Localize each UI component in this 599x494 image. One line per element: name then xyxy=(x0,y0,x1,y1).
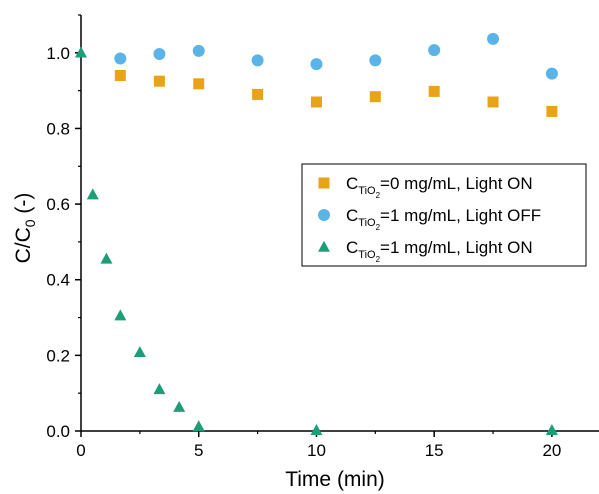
plot-area: 0 5 10 15 20 0.0 0.2 0.4 0.6 0.8 1.0 CTiO2=0 mg/mL,… xyxy=(46,14,599,460)
data-point-triangle xyxy=(133,346,146,358)
data-point-circle xyxy=(192,44,205,57)
data-point-square xyxy=(193,78,205,90)
data-point-circle xyxy=(428,44,441,57)
data-point-triangle xyxy=(114,309,127,321)
data-point-square xyxy=(369,91,381,103)
data-point-triangle xyxy=(310,423,323,435)
y-tick-label: 0.6 xyxy=(46,195,70,214)
legend-label: CTiO2=1 mg/mL, Light OFF xyxy=(346,206,541,232)
data-point-triangle xyxy=(192,420,205,432)
data-point-square xyxy=(546,105,558,117)
data-point-circle xyxy=(114,52,127,65)
data-point-circle xyxy=(487,32,500,45)
data-point-square xyxy=(153,75,165,87)
data-point-triangle xyxy=(173,400,186,412)
x-tick-label: 5 xyxy=(194,441,203,460)
legend-marker-square xyxy=(318,177,330,189)
y-axis-title-suffix: (-) xyxy=(12,193,35,220)
x-tick-label: 15 xyxy=(425,441,444,460)
data-point-square xyxy=(252,88,264,100)
legend-label: CTiO2=1 mg/mL, Light ON xyxy=(346,238,533,264)
x-tick-label: 10 xyxy=(307,441,326,460)
y-tick-label: 1.0 xyxy=(46,44,70,63)
legend-label: CTiO2=0 mg/mL, Light ON xyxy=(346,174,533,200)
data-point-triangle xyxy=(153,383,166,395)
data-point-triangle xyxy=(100,252,113,264)
data-point-circle xyxy=(545,67,558,80)
data-point-square xyxy=(310,96,322,108)
data-point-circle xyxy=(369,54,382,67)
legend-box xyxy=(301,163,587,267)
y-tick-label: 0.0 xyxy=(46,422,70,441)
y-tick-label: 0.4 xyxy=(46,271,70,290)
data-point-square xyxy=(114,70,126,82)
data-point-circle xyxy=(153,47,166,60)
y-axis-title-subscript: 0 xyxy=(22,219,38,227)
x-tick-label: 20 xyxy=(542,441,561,460)
legend-marker-triangle xyxy=(318,240,330,252)
data-point-square xyxy=(487,96,499,108)
data-point-circle xyxy=(251,54,264,67)
data-point-triangle xyxy=(75,46,87,58)
legend-marker-circle xyxy=(318,209,330,221)
y-tick-label: 0.2 xyxy=(46,346,70,365)
x-tick-label: 0 xyxy=(76,441,85,460)
y-axis-title-main: C/C xyxy=(12,227,35,263)
data-point-triangle xyxy=(86,188,99,200)
data-point-circle xyxy=(310,58,323,71)
y-axis-title: C/C0 (-) xyxy=(12,193,38,264)
svg-text:C/C0 (-): C/C0 (-) xyxy=(12,193,38,264)
data-point-triangle xyxy=(545,423,558,435)
x-axis-title: Time (min) xyxy=(285,468,385,491)
data-point-square xyxy=(428,85,440,97)
y-tick-label: 0.8 xyxy=(46,119,70,138)
